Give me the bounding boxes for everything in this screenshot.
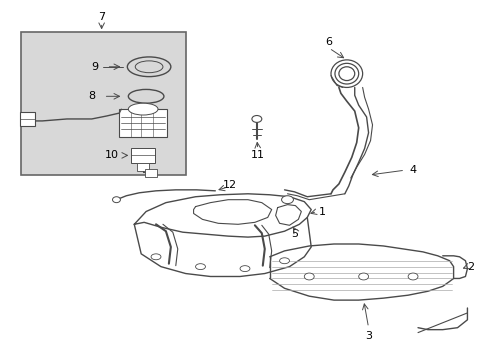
Bar	[131, 148, 155, 163]
Bar	[20, 32, 185, 175]
Ellipse shape	[279, 258, 289, 264]
Ellipse shape	[128, 103, 158, 115]
Ellipse shape	[407, 273, 417, 280]
Ellipse shape	[195, 264, 205, 270]
Text: 7: 7	[98, 12, 105, 22]
Bar	[119, 109, 166, 137]
Text: 6: 6	[325, 37, 332, 47]
Ellipse shape	[151, 254, 161, 260]
Text: 8: 8	[88, 91, 95, 101]
Ellipse shape	[251, 116, 261, 122]
Text: 10: 10	[104, 150, 118, 161]
Bar	[137, 163, 149, 171]
Text: 2: 2	[466, 262, 473, 272]
Text: 11: 11	[250, 150, 264, 161]
Text: 12: 12	[223, 180, 237, 190]
Text: 1: 1	[318, 207, 325, 216]
Text: 5: 5	[290, 229, 297, 239]
Bar	[145, 169, 157, 177]
Text: 4: 4	[408, 165, 416, 175]
Ellipse shape	[135, 61, 163, 73]
Text: 3: 3	[365, 330, 371, 341]
Ellipse shape	[112, 197, 120, 203]
Ellipse shape	[304, 273, 314, 280]
Ellipse shape	[358, 273, 368, 280]
Ellipse shape	[281, 196, 293, 204]
Ellipse shape	[240, 266, 249, 271]
Text: 9: 9	[91, 62, 98, 72]
Bar	[20, 112, 35, 126]
